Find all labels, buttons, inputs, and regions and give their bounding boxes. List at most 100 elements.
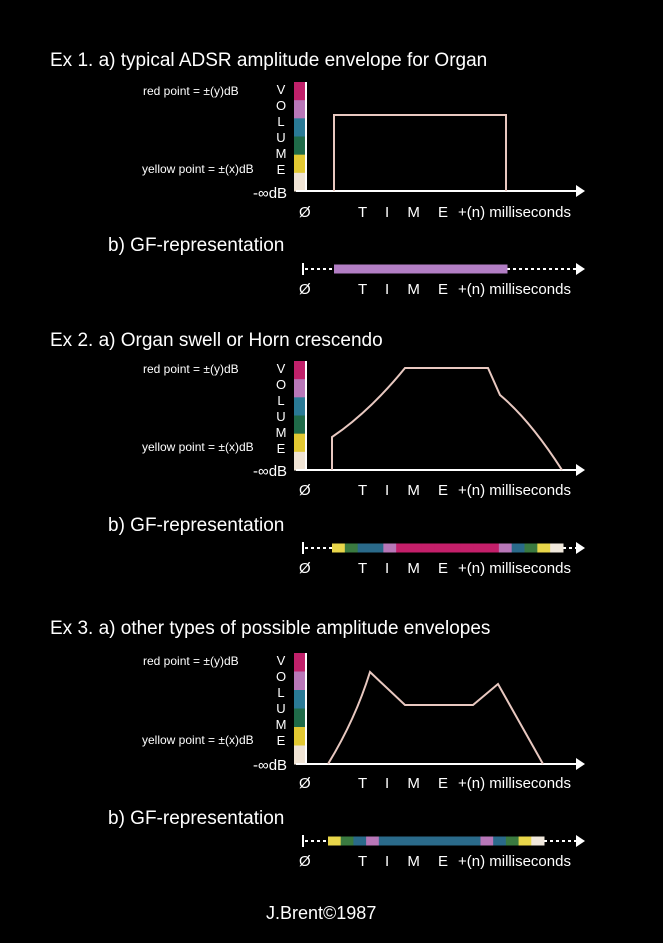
- ex3-x-axis-arrow: [576, 758, 585, 770]
- ex3-red-point-label: red point = ±(y)dB: [143, 654, 239, 668]
- ex3-volume-swatch: [294, 671, 305, 691]
- ex3-gf-arrow: [576, 835, 585, 847]
- ex3-gf-color-segment: [378, 836, 393, 846]
- ex3-gf-color-segment: [455, 836, 469, 846]
- ex1-neg-inf-label: -∞dB: [253, 185, 288, 202]
- ex2-gf-color-segment: [524, 543, 538, 553]
- ex2-title: Ex 2. a) Organ swell or Horn crescendo: [50, 330, 383, 351]
- ex2-envelope-curve: [331, 367, 563, 471]
- ex2-gf-color-segment: [460, 543, 474, 553]
- ex3-ms-label: +(n) milliseconds: [458, 775, 571, 792]
- ex1-gf-ms-label: +(n) milliseconds: [458, 281, 571, 298]
- ex2-gf-color-segment: [370, 543, 384, 553]
- ex1-volume-swatch: [294, 100, 305, 119]
- ex2-volume-swatch: [294, 433, 305, 453]
- ex3-gf-color-segment: [531, 836, 545, 846]
- volume-letter: M: [275, 146, 287, 161]
- ex2-gf-color-segment: [537, 543, 551, 553]
- ex1-origin-label: Ø: [299, 204, 311, 221]
- ex2-gf-color-segment: [473, 543, 487, 553]
- ex2-time-label: T I M E: [358, 482, 456, 499]
- volume-letter: L: [277, 685, 285, 700]
- ex1-volume-swatch: [294, 136, 305, 156]
- credit: J.Brent©1987: [266, 903, 377, 923]
- ex3-gf-ms-label: +(n) milliseconds: [458, 853, 571, 870]
- ex1-ms-label: +(n) milliseconds: [458, 204, 571, 221]
- volume-letter: E: [276, 733, 286, 748]
- ex1-gf-title: b) GF-representation: [108, 235, 285, 256]
- ex2-gf-time-label: T I M E: [358, 560, 456, 577]
- ex3-gf-color-segment: [404, 836, 418, 846]
- ex1-time-label: T I M E: [358, 204, 456, 221]
- ex1-gf-origin-label: Ø: [299, 281, 311, 298]
- volume-letter: V: [276, 82, 286, 97]
- ex2-volume-swatch: [294, 415, 305, 435]
- ex3-gf-color-segment: [442, 836, 456, 846]
- volume-letter: M: [275, 425, 287, 440]
- ex1-volume-word: V O L U M E: [275, 82, 287, 178]
- ex2-volume-word: V O L U M E: [275, 361, 287, 457]
- ex2-x-axis-arrow: [576, 464, 585, 476]
- ex1-envelope-curve: [333, 114, 507, 191]
- ex3-gf-color-segment: [353, 836, 367, 846]
- ex3-gf-color-segment: [480, 836, 494, 846]
- volume-letter: V: [276, 361, 286, 376]
- ex2-gf-color-segment: [344, 543, 359, 553]
- ex1-x-axis-arrow: [576, 185, 585, 197]
- ex1-gf-arrow: [576, 263, 585, 275]
- ex2-neg-inf-label: -∞dB: [253, 463, 288, 480]
- ex3-title: Ex 3. a) other types of possible amplitu…: [50, 618, 491, 639]
- ex3-volume-swatch: [294, 727, 305, 746]
- ex2-gf-color-segment: [357, 543, 371, 553]
- ex1-title: Ex 1. a) typical ADSR amplitude envelope…: [50, 50, 488, 71]
- ex1-yellow-point-label: yellow point = ±(x)dB: [142, 162, 254, 176]
- volume-letter: M: [275, 717, 287, 732]
- ex3-gf-color-segment: [391, 836, 405, 846]
- ex1-volume-swatch: [294, 154, 305, 174]
- ex2-volume-swatch: [294, 451, 305, 471]
- ex1-volume-swatch: [294, 172, 305, 192]
- ex3-neg-inf-label: -∞dB: [253, 757, 288, 774]
- ex2-gf-arrow: [576, 542, 585, 554]
- ex3-volume-word: V O L U M E: [275, 653, 287, 749]
- volume-letter: O: [275, 669, 287, 684]
- ex2-gf-ms-label: +(n) milliseconds: [458, 560, 571, 577]
- ex2-red-point-label: red point = ±(y)dB: [143, 362, 239, 376]
- ex2-origin-label: Ø: [299, 482, 311, 499]
- ex3-gf-title: b) GF-representation: [108, 808, 285, 829]
- ex3-gf-color-segment: [340, 836, 354, 846]
- ex2-gf-color-segment: [447, 543, 461, 553]
- ex2-gf-origin-label: Ø: [299, 560, 311, 577]
- ex3-volume-swatch: [294, 653, 305, 672]
- ex2-gf-color-segment: [511, 543, 525, 553]
- ex2-gf-color-segment: [486, 543, 500, 553]
- ex2-gf-color-segment: [498, 543, 513, 553]
- ex2-gf-title: b) GF-representation: [108, 515, 285, 536]
- ex3-gf-color-segment: [467, 836, 481, 846]
- ex2-volume-swatch: [294, 379, 305, 398]
- ex3-envelope-curve: [327, 670, 544, 765]
- ex2-volume-swatch: [294, 361, 305, 380]
- volume-letter: U: [276, 701, 286, 716]
- volume-letter: E: [276, 162, 286, 177]
- volume-letter: O: [275, 98, 287, 113]
- ex1-gf-color-segment: [334, 264, 508, 274]
- volume-letter: O: [275, 377, 287, 392]
- ex2-gf-color-segment: [409, 543, 423, 553]
- volume-letter: E: [276, 441, 286, 456]
- ex3-gf-color-segment: [493, 836, 507, 846]
- ex3-volume-swatch: [294, 708, 305, 728]
- ex1-volume-swatch: [294, 118, 305, 137]
- ex1-gf-time-label: T I M E: [358, 281, 456, 298]
- ex3-gf-color-segment: [366, 836, 380, 846]
- ex1-red-point-label: red point = ±(y)dB: [143, 84, 239, 98]
- volume-letter: V: [276, 653, 286, 668]
- volume-letter: U: [276, 409, 286, 424]
- ex3-gf-color-segment: [416, 836, 431, 846]
- ex2-volume-swatch: [294, 397, 305, 416]
- ex3-gf-time-label: T I M E: [358, 853, 456, 870]
- ex3-gf-color-segment: [328, 836, 342, 846]
- ex2-gf-color-segment: [421, 543, 436, 553]
- ex2-ms-label: +(n) milliseconds: [458, 482, 571, 499]
